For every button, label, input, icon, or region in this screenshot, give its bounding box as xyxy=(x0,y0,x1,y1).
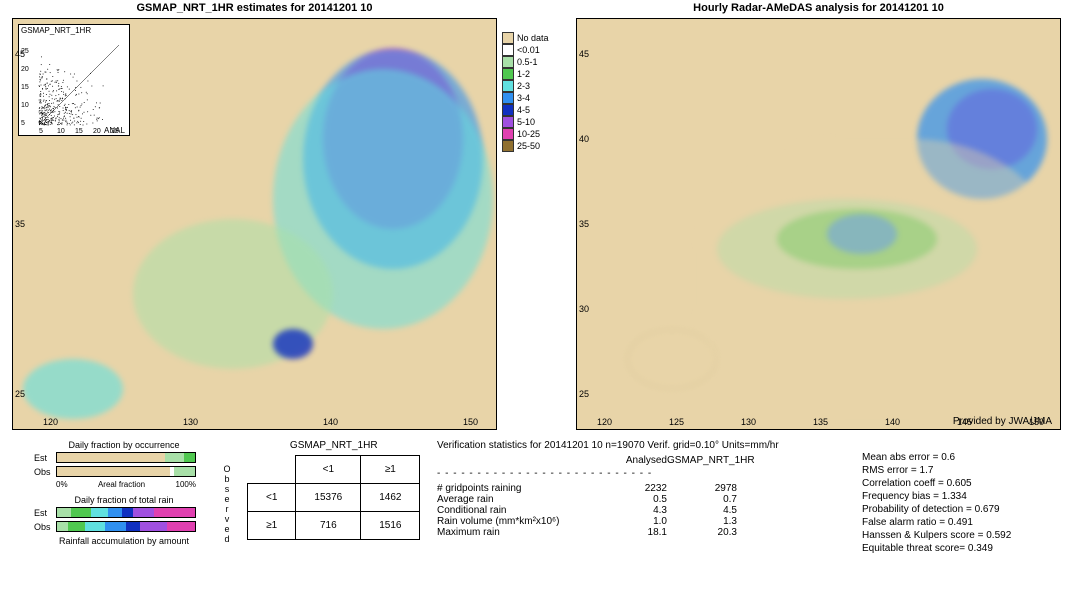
stat-line: Probability of detection = 0.679 xyxy=(862,504,1011,515)
map-title-right: Hourly Radar-AMeDAS analysis for 2014120… xyxy=(576,2,1061,14)
legend-item: 25-50 xyxy=(502,140,570,152)
svg-text:15: 15 xyxy=(21,84,29,91)
stat-line: Equitable threat score= 0.349 xyxy=(862,543,1011,554)
occurrence-bar-obs xyxy=(56,466,196,477)
fraction-bars: Daily fraction by occurrence Est Obs 0%A… xyxy=(34,440,214,548)
svg-text:10: 10 xyxy=(57,128,65,135)
svg-text:5: 5 xyxy=(21,120,25,127)
ct-title: GSMAP_NRT_1HR xyxy=(247,440,420,451)
verif-title: Verification statistics for 20141201 10 … xyxy=(437,440,779,451)
bar-label-est: Est xyxy=(34,453,56,463)
accum-title: Rainfall accumulation by amount xyxy=(34,536,214,546)
scatter-inset: GSMAP_NRT_1HR 551010151520202525 ANAL xyxy=(18,24,130,136)
map-left: GSMAP_NRT_1HR 551010151520202525 ANAL 12… xyxy=(12,18,497,430)
bar-label-obs: Obs xyxy=(34,467,56,477)
occurrence-bar-est xyxy=(56,452,196,463)
contingency-table: GSMAP_NRT_1HR <1≥1 <1153761462 ≥17161516 xyxy=(247,440,420,540)
total-bar-obs xyxy=(56,521,196,532)
inset-xlabel: ANAL xyxy=(104,126,125,135)
legend-item: <0.01 xyxy=(502,44,570,56)
stat-line: Frequency bias = 1.334 xyxy=(862,491,1011,502)
legend-item: 2-3 xyxy=(502,80,570,92)
verif-row: # gridpoints raining22322978 xyxy=(437,483,779,494)
stat-line: RMS error = 1.7 xyxy=(862,465,1011,476)
verif-row: Maximum rain18.120.3 xyxy=(437,527,779,538)
stat-line: Mean abs error = 0.6 xyxy=(862,452,1011,463)
verif-row: Average rain0.50.7 xyxy=(437,494,779,505)
verification-block: Verification statistics for 20141201 10 … xyxy=(437,440,779,538)
verif-row: Conditional rain4.34.5 xyxy=(437,505,779,516)
verif-row: Rain volume (mm*km²x10⁶)1.01.3 xyxy=(437,516,779,527)
stat-line: Hanssen & Kulpers score = 0.592 xyxy=(862,530,1011,541)
occurrence-title: Daily fraction by occurrence xyxy=(34,440,214,450)
stat-line: Correlation coeff = 0.605 xyxy=(862,478,1011,489)
stat-line: False alarm ratio = 0.491 xyxy=(862,517,1011,528)
legend-item: 10-25 xyxy=(502,128,570,140)
color-legend: No data<0.010.5-11-22-33-44-55-1010-2525… xyxy=(500,30,572,154)
legend-item: 3-4 xyxy=(502,92,570,104)
svg-text:20: 20 xyxy=(21,66,29,73)
legend-item: 5-10 xyxy=(502,116,570,128)
map-title-left: GSMAP_NRT_1HR estimates for 20141201 10 xyxy=(12,2,497,14)
stats-block: Mean abs error = 0.6 RMS error = 1.7 Corre… xyxy=(862,452,1011,556)
legend-item: 0.5-1 xyxy=(502,56,570,68)
svg-text:5: 5 xyxy=(39,128,43,135)
total-bar-est xyxy=(56,507,196,518)
observed-side-label: Observed xyxy=(222,464,232,544)
svg-text:20: 20 xyxy=(93,128,101,135)
legend-item: 4-5 xyxy=(502,104,570,116)
legend-item: No data xyxy=(502,32,570,44)
svg-text:15: 15 xyxy=(75,128,83,135)
svg-text:10: 10 xyxy=(21,102,29,109)
legend-item: 1-2 xyxy=(502,68,570,80)
total-title: Daily fraction of total rain xyxy=(34,495,214,505)
map-right: Provided by JWA/JMA 12012513013514014515… xyxy=(576,18,1061,430)
